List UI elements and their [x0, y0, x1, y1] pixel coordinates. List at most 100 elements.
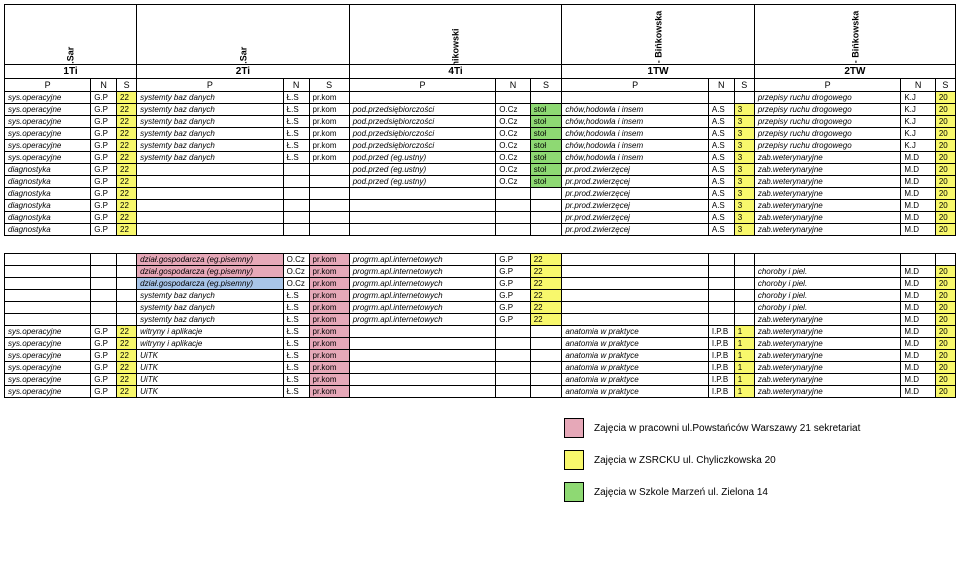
- cell: [349, 200, 496, 212]
- cell: [708, 92, 734, 104]
- cell: G.P: [91, 200, 117, 212]
- cell: G.P: [91, 386, 117, 398]
- cell: G.P: [91, 188, 117, 200]
- legend-label: Zajęcia w pracowni ul.Powstańców Warszaw…: [594, 423, 860, 434]
- cell: [137, 224, 284, 236]
- cell: G.P: [91, 164, 117, 176]
- cell: 20: [935, 92, 955, 104]
- cell: [496, 188, 530, 200]
- cell: [137, 188, 284, 200]
- cell: O.Cz: [496, 140, 530, 152]
- cell: zab.weterynaryjne: [754, 386, 901, 398]
- cell: A.S: [708, 128, 734, 140]
- cell: pr.kom: [309, 290, 349, 302]
- cell: [349, 224, 496, 236]
- cell: Ł.S: [283, 104, 309, 116]
- cell: 3: [734, 212, 754, 224]
- cell: Ł.S: [283, 326, 309, 338]
- cell: [530, 212, 562, 224]
- cell: 3: [734, 164, 754, 176]
- cell: 1Ti: [5, 65, 137, 79]
- cell: [137, 176, 284, 188]
- cell: 1: [734, 338, 754, 350]
- cell: M.D: [901, 152, 935, 164]
- cell: [530, 350, 562, 362]
- cell: sys.operacyjne: [5, 152, 91, 164]
- cell: [309, 212, 349, 224]
- cell: G.Ponikowski: [349, 5, 562, 65]
- cell: 20: [935, 374, 955, 386]
- cell: M.D: [901, 302, 935, 314]
- cell: anatomia w praktyce: [562, 362, 709, 374]
- cell: UiTK: [137, 362, 284, 374]
- cell: 1: [734, 386, 754, 398]
- cell: 22: [117, 350, 137, 362]
- cell: 20: [935, 116, 955, 128]
- cell: 1: [734, 374, 754, 386]
- cell: diagnostyka: [5, 176, 91, 188]
- cell: K.J: [901, 140, 935, 152]
- cell: choroby i piel.: [754, 278, 901, 290]
- cell: [5, 290, 91, 302]
- cell: K.J: [901, 116, 935, 128]
- cell: 22: [117, 116, 137, 128]
- cell: A.S: [708, 176, 734, 188]
- cell: [734, 254, 754, 266]
- cell: [496, 200, 530, 212]
- cell: 22: [117, 224, 137, 236]
- cell: 22: [530, 278, 562, 290]
- cell: G.P: [91, 326, 117, 338]
- cell: pr.kom: [309, 326, 349, 338]
- cell: pr.prod.zwierzęcej: [562, 164, 709, 176]
- cell: G.P: [91, 338, 117, 350]
- cell: sys.operacyjne: [5, 374, 91, 386]
- cell: [91, 278, 117, 290]
- legend-color-box: [564, 418, 584, 438]
- cell: pr.kom: [309, 266, 349, 278]
- legend: Zajęcia w pracowni ul.Powstańców Warszaw…: [564, 418, 956, 502]
- cell: 22: [530, 254, 562, 266]
- cell: G.P: [496, 266, 530, 278]
- cell: 20: [935, 176, 955, 188]
- cell: 20: [935, 212, 955, 224]
- cell: [5, 254, 91, 266]
- cell: zab.weterynaryjne: [754, 224, 901, 236]
- cell: K.J: [901, 104, 935, 116]
- cell: [708, 302, 734, 314]
- cell: progrm.apl.internetowych: [349, 254, 496, 266]
- cell: Ł.S: [283, 350, 309, 362]
- cell: systemty baz danych: [137, 314, 284, 326]
- cell: sys.operacyjne: [5, 116, 91, 128]
- cell: [117, 302, 137, 314]
- cell: Ł.S: [283, 140, 309, 152]
- cell: P: [137, 79, 284, 92]
- cell: M.D: [901, 188, 935, 200]
- cell: 2Ti: [137, 65, 350, 79]
- cell: [562, 302, 709, 314]
- cell: G.P: [91, 140, 117, 152]
- cell: diagnostyka: [5, 188, 91, 200]
- cell: przepisy ruchu drogowego: [754, 104, 901, 116]
- cell: O.Cz: [283, 266, 309, 278]
- cell: [530, 92, 562, 104]
- cell: G.P: [91, 176, 117, 188]
- cell: N: [91, 79, 117, 92]
- cell: [496, 350, 530, 362]
- cell: [5, 266, 91, 278]
- cell: [496, 374, 530, 386]
- cell: G.P: [496, 278, 530, 290]
- cell: Ł.S: [283, 128, 309, 140]
- legend-item: Zajęcia w pracowni ul.Powstańców Warszaw…: [564, 418, 956, 438]
- cell: M.D: [901, 386, 935, 398]
- cell: choroby i piel.: [754, 302, 901, 314]
- cell: 22: [117, 338, 137, 350]
- cell: M.D: [901, 278, 935, 290]
- cell: [283, 224, 309, 236]
- cell: K.J: [901, 92, 935, 104]
- cell: 20: [935, 302, 955, 314]
- cell: sys.operacyjne: [5, 362, 91, 374]
- cell: anatomia w praktyce: [562, 350, 709, 362]
- cell: anatomia w praktyce: [562, 386, 709, 398]
- cell: [309, 200, 349, 212]
- cell: [562, 290, 709, 302]
